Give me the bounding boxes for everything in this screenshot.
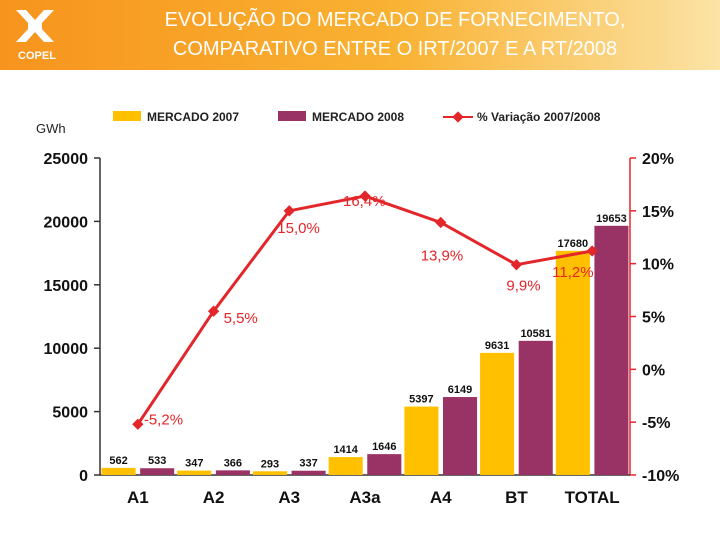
legend-swatch-2007 <box>113 111 141 121</box>
bar-2007-BT <box>480 352 515 475</box>
bar-2008-A3a <box>367 454 402 475</box>
bar-2007-value-label: 17680 <box>558 238 589 250</box>
page-title: EVOLUÇÃO DO MERCADO DE FORNECIMENTO, COM… <box>70 6 720 64</box>
bar-2008-value-label: 6149 <box>448 384 472 396</box>
variacao-marker <box>510 259 523 271</box>
x-axis-category-label: BT <box>505 488 528 507</box>
bar-2008-value-label: 10581 <box>520 328 551 340</box>
right-axis-tick-label: 0% <box>642 362 665 379</box>
unit-label: GWh <box>36 121 66 136</box>
bar-2007-value-label: 5397 <box>409 394 433 406</box>
variacao-data-label: 5,5% <box>224 310 258 327</box>
x-axis-category-label: A4 <box>430 488 452 507</box>
bar-2007-A2 <box>177 470 212 475</box>
right-axis-tick-label: -5% <box>642 415 670 432</box>
variacao-data-label: 15,0% <box>277 220 320 237</box>
bar-2007-A3a <box>328 457 363 475</box>
bar-2007-TOTAL <box>555 250 590 475</box>
bar-2008-A1 <box>140 468 175 475</box>
bar-2008-TOTAL <box>594 225 629 475</box>
left-axis-tick-label: 20000 <box>44 214 89 231</box>
variacao-data-label: 16,4% <box>343 193 386 210</box>
header-bar: COPEL EVOLUÇÃO DO MERCADO DE FORNECIMENT… <box>0 0 720 70</box>
right-axis-tick-label: 20% <box>642 151 674 168</box>
bar-2008-A4 <box>442 397 478 475</box>
title-line-1: EVOLUÇÃO DO MERCADO DE FORNECIMENTO, <box>164 9 626 31</box>
bar-2008-value-label: 366 <box>224 457 242 469</box>
legend-label-variacao: % Variação 2007/2008 <box>477 110 601 124</box>
legend-label-2008: MERCADO 2008 <box>312 110 404 124</box>
bar-2007-value-label: 293 <box>261 458 279 470</box>
variacao-marker <box>359 190 371 202</box>
legend-swatch-2008 <box>278 111 306 121</box>
bar-2008-value-label: 19653 <box>596 213 627 225</box>
bar-2007-A1 <box>101 467 136 475</box>
variacao-marker <box>132 418 144 430</box>
legend-marker-variacao <box>452 111 464 123</box>
bar-2007-value-label: 9631 <box>485 340 509 352</box>
right-axis-tick-label: 15% <box>642 204 674 221</box>
bar-2008-A3 <box>291 470 326 475</box>
left-axis-tick-label: 10000 <box>44 341 89 358</box>
left-axis-tick-label: 0 <box>79 468 88 485</box>
copel-logo: COPEL <box>6 6 64 64</box>
bar-2007-A3 <box>252 471 288 475</box>
bar-2008-BT <box>518 340 553 475</box>
variacao-marker <box>586 245 598 257</box>
title-line-2: COMPARATIVO ENTRE O IRT/2007 E A RT/2008 <box>172 38 618 60</box>
variacao-data-label: -5,2% <box>144 411 183 428</box>
x-axis-category-label: A3 <box>278 488 300 507</box>
bar-2007-value-label: 562 <box>109 455 127 467</box>
x-axis-category-label: TOTAL <box>565 488 620 507</box>
variacao-data-label: 13,9% <box>421 247 464 264</box>
variacao-data-label: 11,2% <box>552 264 593 281</box>
left-axis-tick-label: 5000 <box>52 405 88 422</box>
right-axis-tick-label: -10% <box>642 468 679 485</box>
logo-text: COPEL <box>18 50 56 62</box>
legend-label-2007: MERCADO 2007 <box>147 110 239 124</box>
copel-logo-icon <box>16 10 54 42</box>
bar-2008-value-label: 337 <box>299 458 317 470</box>
x-axis-category-label: A3a <box>349 488 381 507</box>
bar-2008-A2 <box>215 470 250 475</box>
right-axis-tick-label: 10% <box>642 257 674 274</box>
bar-2007-A4 <box>404 406 439 475</box>
left-axis-tick-label: 15000 <box>44 278 89 295</box>
bar-2008-value-label: 533 <box>148 455 166 467</box>
right-axis-tick-label: 5% <box>642 310 665 327</box>
variacao-data-label: 9,9% <box>506 278 540 295</box>
x-axis-category-label: A2 <box>203 488 225 507</box>
left-axis-tick-label: 25000 <box>44 151 89 168</box>
bar-2007-value-label: 347 <box>185 458 203 470</box>
x-axis-category-label: A1 <box>127 488 149 507</box>
variacao-marker <box>435 216 447 229</box>
variacao-marker <box>207 305 220 317</box>
bar-2007-value-label: 1414 <box>333 444 358 456</box>
bar-2008-value-label: 1646 <box>372 441 396 453</box>
variacao-marker <box>283 205 295 217</box>
